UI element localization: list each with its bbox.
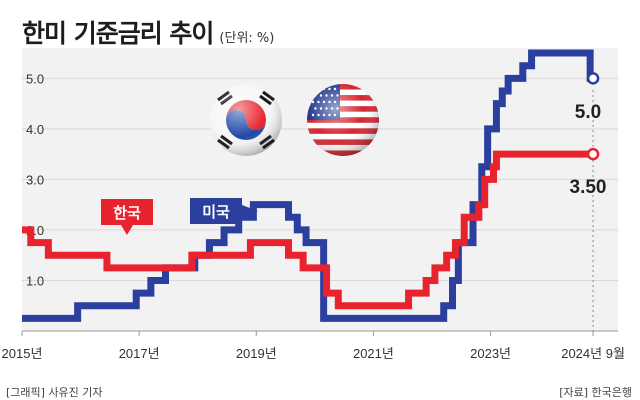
us-end-marker: [586, 72, 600, 85]
y-axis-ticks: 5.04.03.02.01.0: [26, 71, 44, 288]
x-tick-label: 2017년: [119, 346, 160, 361]
x-tick-label: 2021년: [353, 346, 394, 361]
y-tick-label: 4.0: [26, 122, 44, 137]
us-flag-icon: [307, 84, 379, 156]
legend-us-label: 미국: [202, 203, 230, 221]
x-tick-label: 2015년: [2, 346, 43, 361]
korea-end-label: 3.50: [570, 177, 607, 198]
legend-korea-label: 한국: [113, 204, 141, 222]
korea-flag-icon: [210, 84, 282, 156]
y-tick-label: 1.0: [26, 273, 44, 288]
x-axis-ticks: 2015년 2017년 2019년 2021년 2023년 2024년 9월: [2, 331, 625, 361]
legend-korea: 한국: [101, 199, 153, 235]
x-tick-label: 2024년 9월: [561, 346, 625, 361]
y-tick-label: 5.0: [26, 71, 44, 86]
korea-rate-line: [22, 150, 594, 310]
y-tick-label: 3.0: [26, 172, 44, 187]
title-block: 한미 기준금리 추이 (단위: %): [22, 14, 274, 50]
korea-end-marker: [586, 147, 600, 161]
credit-text: [그래픽] 사유진 기자: [6, 386, 103, 399]
unit-label: (단위: %): [219, 31, 275, 46]
source-text: [자료] 한국은행: [559, 386, 632, 399]
plot-panel: [22, 48, 618, 331]
chart-title: 한미 기준금리 추이: [22, 19, 214, 48]
x-tick-label: 2019년: [236, 346, 277, 361]
us-end-label: 5.0: [575, 102, 601, 123]
x-tick-label: 2023년: [470, 346, 511, 361]
legend-us: 미국: [190, 198, 258, 224]
series-layer: [22, 49, 600, 322]
